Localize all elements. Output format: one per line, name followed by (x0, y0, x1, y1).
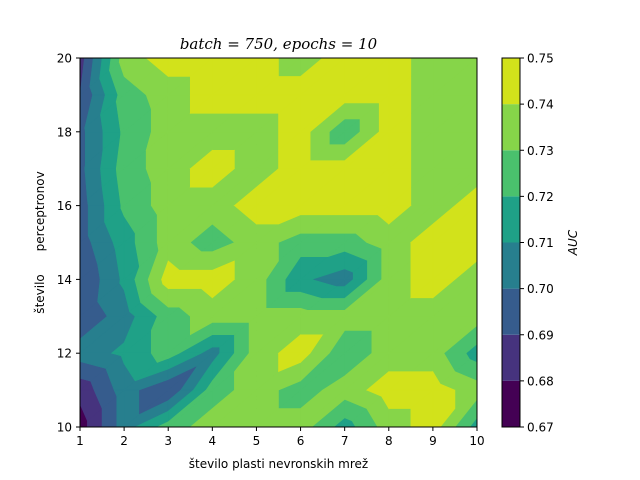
colorbar-tick-label: 0.68 (527, 374, 554, 388)
x-tick-label: 6 (297, 434, 305, 448)
y-tick-label: 20 (57, 52, 72, 66)
colorbar-tick-label: 0.72 (527, 190, 554, 204)
y-axis-label: število perceptronov (33, 171, 47, 313)
y-tick-label: 12 (57, 347, 72, 361)
colorbar-tick-label: 0.74 (527, 98, 554, 112)
x-tick-label: 5 (253, 434, 261, 448)
colorbar (501, 57, 521, 428)
contour-band-0.74 (145, 58, 477, 427)
x-axis-label: število plasti nevronskih mrež (189, 457, 368, 471)
x-tick-label: 1 (76, 434, 84, 448)
y-tick-label: 14 (57, 273, 72, 287)
x-tick-label: 3 (164, 434, 172, 448)
x-tick-label: 8 (385, 434, 393, 448)
colorbar-tick-label: 0.71 (527, 236, 554, 250)
x-tick-label: 4 (209, 434, 217, 448)
x-tick-label: 9 (429, 434, 437, 448)
colorbar-segment-0.73 (502, 104, 520, 151)
x-tick-label: 2 (120, 434, 128, 448)
chart-title: batch = 750, epochs = 10 (180, 35, 378, 53)
x-axis: 1 2 3 4 5 6 7 8 9 10 (76, 427, 485, 448)
colorbar-segment-0.72 (502, 150, 520, 197)
colorbar-tick-label: 0.67 (527, 421, 554, 435)
colorbar-axis: 0.67 0.68 0.69 0.70 0.71 0.72 0.73 0.74 0.75 (520, 52, 554, 435)
y-tick-label: 10 (57, 421, 72, 435)
colorbar-segment-0.74 (502, 58, 520, 105)
colorbar-label: AUC (566, 229, 580, 256)
colorbar-tick-label: 0.70 (527, 282, 554, 296)
colorbar-tick-label: 0.75 (527, 52, 554, 66)
y-axis: 10 12 14 16 18 20 (57, 52, 80, 435)
colorbar-segment-0.68 (502, 334, 520, 381)
colorbar-segment-0.69 (502, 288, 520, 335)
y-tick-label: 16 (57, 199, 72, 213)
y-tick-label: 18 (57, 125, 72, 139)
colorbar-segment-0.67 (502, 380, 520, 427)
colorbar-tick-label: 0.69 (527, 328, 554, 342)
contour-fill (80, 58, 477, 427)
colorbar-segment-0.71 (502, 196, 520, 243)
colorbar-tick-label: 0.73 (527, 144, 554, 158)
plot-frame (79, 57, 478, 428)
x-tick-label: 10 (469, 434, 484, 448)
x-tick-label: 7 (341, 434, 349, 448)
colorbar-segment-0.70 (502, 242, 520, 289)
